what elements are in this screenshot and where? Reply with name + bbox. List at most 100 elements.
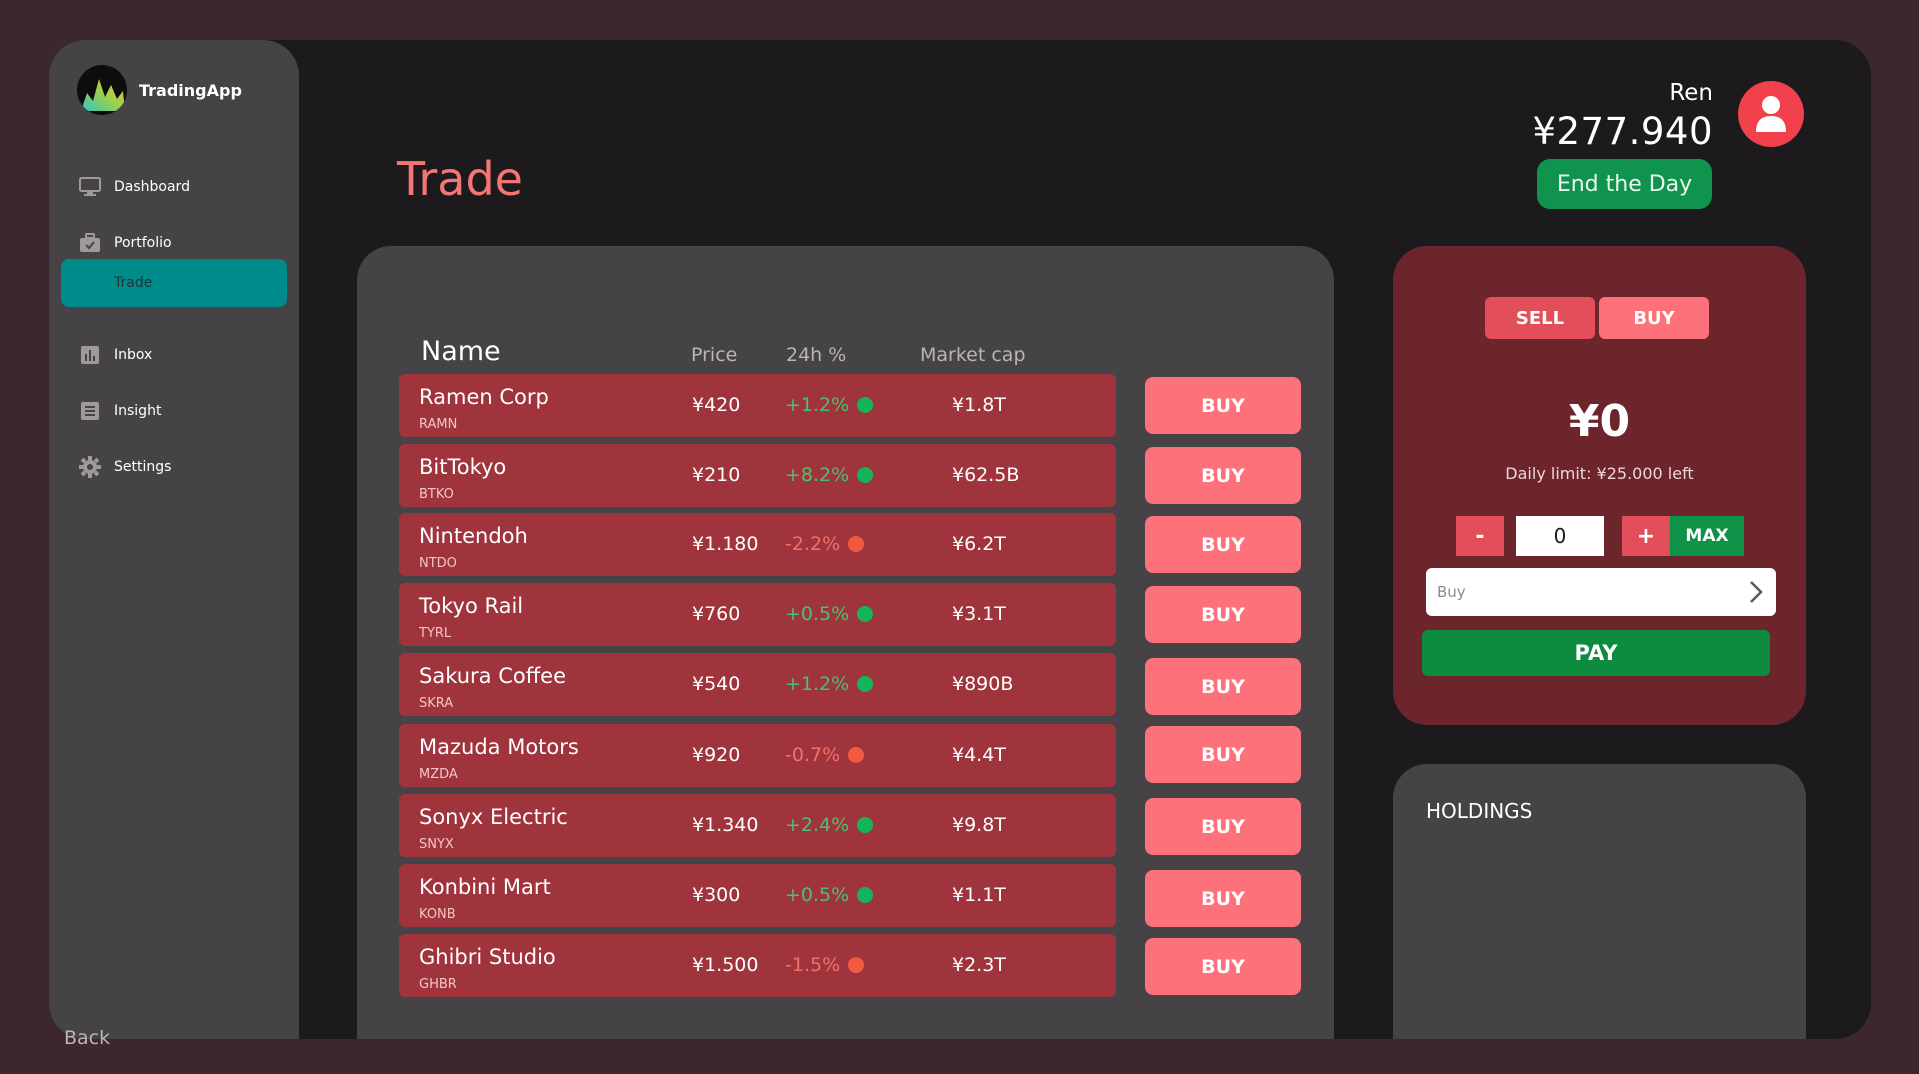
stock-market-cap: ¥9.8T	[952, 814, 1006, 836]
stock-name: Tokyo Rail	[419, 594, 524, 618]
sidebar-item-label: Inbox	[114, 347, 153, 363]
trade-amount: ¥0	[1568, 396, 1631, 447]
stock-market-cap: ¥6.2T	[952, 533, 1006, 555]
avatar[interactable]	[1738, 81, 1804, 147]
sell-toggle-button[interactable]: SELL	[1485, 297, 1595, 339]
buy-button[interactable]: BUY	[1145, 377, 1301, 434]
trend-up-dot-icon	[857, 467, 874, 483]
table-row[interactable]: BitTokyo BTKO ¥210 +8.2% ¥62.5B	[399, 444, 1116, 507]
stock-change: +1.2%	[785, 673, 874, 695]
bar-chart-icon	[78, 343, 102, 367]
stock-ticker: KONB	[419, 907, 456, 922]
stock-change-value: -0.7%	[785, 744, 841, 766]
table-row[interactable]: Nintendoh NTDO ¥1.180 -2.2% ¥6.2T	[399, 513, 1116, 576]
market-table: Name Price 24h % Market cap Ramen Corp R…	[357, 246, 1334, 1039]
stock-name: Sonyx Electric	[419, 805, 568, 829]
flame-logo-icon	[77, 65, 127, 115]
stock-ticker: RAMN	[419, 417, 458, 432]
stock-market-cap: ¥62.5B	[952, 464, 1020, 486]
sidebar-item-label: Portfolio	[114, 235, 172, 251]
end-day-button[interactable]: End the Day	[1537, 159, 1712, 209]
quantity-decrement-button[interactable]: -	[1456, 516, 1504, 556]
brand[interactable]: TradingApp	[77, 65, 242, 115]
stock-market-cap: ¥1.8T	[952, 394, 1006, 416]
buy-button[interactable]: BUY	[1145, 798, 1301, 855]
stock-price: ¥420	[692, 394, 741, 416]
sidebar-item-label: Dashboard	[114, 179, 190, 195]
user-balance: ¥277.940	[1532, 110, 1713, 153]
user-name: Ren	[1669, 80, 1713, 106]
buy-button[interactable]: BUY	[1145, 586, 1301, 643]
brand-name: TradingApp	[139, 80, 242, 100]
trend-down-dot-icon	[848, 536, 865, 552]
sidebar-item-portfolio[interactable]: Portfolio	[61, 219, 287, 267]
stock-ticker: SKRA	[419, 696, 454, 711]
stock-name: BitTokyo	[419, 455, 507, 479]
page-title: Trade	[397, 152, 523, 206]
table-row[interactable]: Tokyo Rail TYRL ¥760 +0.5% ¥3.1T	[399, 583, 1116, 646]
stock-price: ¥760	[692, 603, 741, 625]
stock-name: Ghibri Studio	[419, 945, 556, 969]
holdings-panel: HOLDINGS	[1393, 764, 1806, 1039]
stock-change: +0.5%	[785, 884, 874, 906]
stock-market-cap: ¥3.1T	[952, 603, 1006, 625]
stock-change-value: +8.2%	[785, 464, 850, 486]
stock-price: ¥1.500	[692, 954, 759, 976]
stock-price: ¥300	[692, 884, 741, 906]
stock-change: +0.5%	[785, 603, 874, 625]
stock-select[interactable]: Buy	[1426, 568, 1776, 616]
table-row[interactable]: Sakura Coffee SKRA ¥540 +1.2% ¥890B	[399, 653, 1116, 716]
trend-up-dot-icon	[857, 817, 874, 833]
back-link[interactable]: Back	[64, 1027, 111, 1049]
chevron-right-icon	[1736, 580, 1776, 604]
max-quantity-button[interactable]: MAX	[1670, 516, 1744, 556]
stock-name: Mazuda Motors	[419, 735, 579, 759]
stock-change-value: +2.4%	[785, 814, 850, 836]
column-header-price: Price	[691, 344, 738, 366]
sidebar-item-settings[interactable]: Settings	[61, 443, 287, 491]
stock-change: -1.5%	[785, 954, 865, 976]
stock-ticker: SNYX	[419, 837, 454, 852]
buy-button[interactable]: BUY	[1145, 726, 1301, 783]
stock-market-cap: ¥1.1T	[952, 884, 1006, 906]
sidebar-item-trade[interactable]: Trade	[61, 259, 287, 307]
buy-toggle-button[interactable]: BUY	[1599, 297, 1709, 339]
stock-name: Ramen Corp	[419, 385, 549, 409]
stock-price: ¥1.180	[692, 533, 759, 555]
sidebar-item-label: Trade	[114, 275, 153, 291]
buy-button[interactable]: BUY	[1145, 870, 1301, 927]
column-header-market-cap: Market cap	[920, 344, 1026, 366]
sidebar-item-label: Settings	[114, 459, 172, 475]
table-row[interactable]: Ghibri Studio GHBR ¥1.500 -1.5% ¥2.3T	[399, 934, 1116, 997]
stock-change: -0.7%	[785, 744, 865, 766]
sidebar-item-dashboard[interactable]: Dashboard	[61, 163, 287, 211]
daily-limit: Daily limit: ¥25.000 left	[1505, 464, 1694, 483]
stock-price: ¥920	[692, 744, 741, 766]
buy-button[interactable]: BUY	[1145, 938, 1301, 995]
stock-market-cap: ¥2.3T	[952, 954, 1006, 976]
table-row[interactable]: Sonyx Electric SNYX ¥1.340 +2.4% ¥9.8T	[399, 794, 1116, 857]
monitor-icon	[78, 175, 102, 199]
sidebar-item-inbox[interactable]: Inbox	[61, 331, 287, 379]
stock-change-value: -1.5%	[785, 954, 841, 976]
stock-name: Konbini Mart	[419, 875, 551, 899]
sidebar-item-insight[interactable]: Insight	[61, 387, 287, 435]
stock-change: +2.4%	[785, 814, 874, 836]
stock-price: ¥210	[692, 464, 741, 486]
table-row[interactable]: Konbini Mart KONB ¥300 +0.5% ¥1.1T	[399, 864, 1116, 927]
buy-button[interactable]: BUY	[1145, 516, 1301, 573]
stock-select-value: Buy	[1437, 583, 1466, 601]
trade-panel: SELL BUY ¥0 Daily limit: ¥25.000 left - …	[1393, 246, 1806, 725]
stock-change: -2.2%	[785, 533, 865, 555]
stock-price: ¥1.340	[692, 814, 759, 836]
quantity-input[interactable]	[1516, 516, 1604, 556]
table-row[interactable]: Ramen Corp RAMN ¥420 +1.2% ¥1.8T	[399, 374, 1116, 437]
table-row[interactable]: Mazuda Motors MZDA ¥920 -0.7% ¥4.4T	[399, 724, 1116, 787]
stock-ticker: MZDA	[419, 767, 458, 782]
stock-ticker: GHBR	[419, 977, 457, 992]
document-icon	[78, 399, 102, 423]
buy-button[interactable]: BUY	[1145, 447, 1301, 504]
quantity-increment-button[interactable]: +	[1622, 516, 1670, 556]
pay-button[interactable]: PAY	[1422, 630, 1770, 676]
buy-button[interactable]: BUY	[1145, 658, 1301, 715]
